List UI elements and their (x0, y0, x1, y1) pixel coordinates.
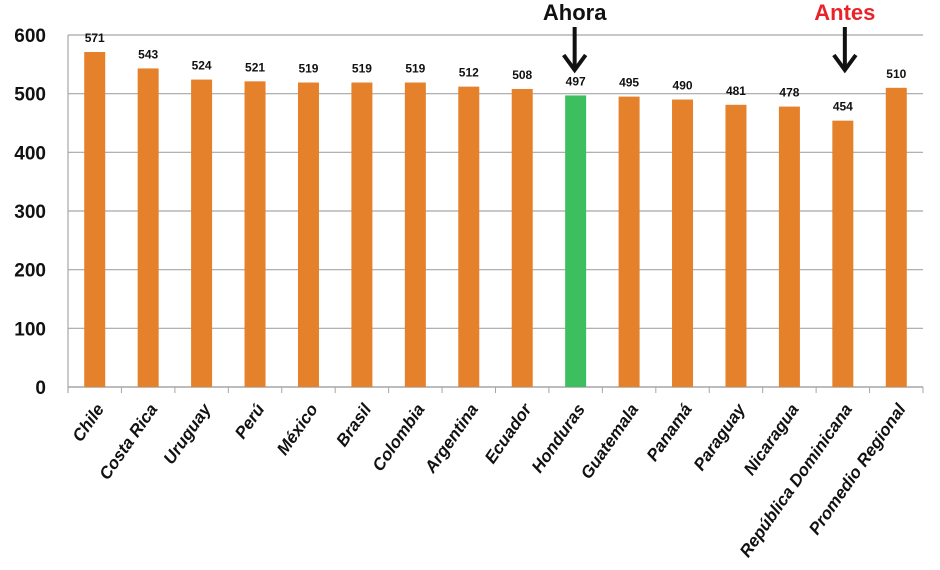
y-tick-label: 400 (14, 143, 46, 164)
annotations: Ahora Antes (543, 0, 875, 74)
y-axis-ticks: 0 100 200 300 400 500 600 (14, 26, 46, 399)
data-label: 571 (85, 31, 105, 45)
x-tick-label: Argentina (420, 400, 482, 477)
y-tick-label: 0 (35, 378, 46, 399)
bar-m-xico (297, 82, 319, 388)
bar-rep-blica-dominicana (832, 120, 854, 388)
y-tick-label: 600 (14, 26, 46, 47)
x-tick-label: México (273, 400, 322, 458)
bar-per- (244, 81, 266, 387)
x-tick-label: Paraguay (690, 399, 750, 474)
x-tick-label: Panamá (643, 400, 696, 464)
annotation-antes: Antes (814, 0, 875, 25)
data-labels: 571 543 524 521 519 519 519 512 508 497 495 490 481 4… (85, 31, 907, 114)
bar-guatemala (618, 96, 640, 387)
x-tick-label: Chile (69, 400, 108, 445)
bar-argentina (458, 86, 480, 388)
x-tick-label: Ecuador (481, 399, 536, 467)
data-label: 524 (192, 59, 212, 73)
x-tick-label: Honduras (528, 400, 589, 476)
x-tick-label: Brasil (333, 399, 376, 450)
data-label: 512 (459, 66, 479, 80)
bars (84, 52, 907, 388)
data-label: 510 (886, 67, 906, 81)
data-label: 495 (619, 76, 639, 90)
data-label: 454 (833, 100, 853, 114)
data-label: 519 (405, 62, 425, 76)
bar-panam- (672, 99, 694, 388)
arrow-head-icon (562, 53, 588, 74)
y-tick-label: 200 (14, 261, 46, 282)
y-tick-label: 300 (14, 202, 46, 223)
bar-chile (84, 52, 106, 387)
arrow-head-icon (832, 53, 858, 74)
data-label: 481 (726, 84, 746, 98)
bar-costa-rica (137, 68, 159, 387)
x-tick-label: Promedio Regional (805, 399, 910, 538)
data-label: 497 (566, 74, 586, 88)
bar-paraguay (725, 104, 747, 388)
bar-honduras (565, 95, 587, 387)
bar-promedio-regional (885, 87, 907, 388)
annotation-ahora: Ahora (543, 0, 607, 25)
x-tick-label: Perú (231, 400, 269, 442)
bar-uruguay (191, 79, 213, 387)
data-label: 490 (673, 79, 693, 93)
data-label: 519 (298, 62, 318, 76)
bar-ecuador (511, 88, 533, 388)
data-label: 519 (352, 62, 372, 76)
y-tick-label: 100 (14, 319, 46, 340)
data-label: 478 (779, 86, 799, 100)
data-label: 508 (512, 68, 532, 82)
bar-nicaragua (778, 106, 800, 387)
x-tick-label: Uruguay (160, 399, 216, 468)
x-tick-label: Colombia (369, 400, 429, 474)
bar-brasil (351, 82, 373, 388)
bar-colombia (404, 82, 426, 388)
data-label: 521 (245, 60, 265, 74)
data-label: 543 (138, 47, 158, 61)
y-tick-label: 500 (14, 85, 46, 106)
